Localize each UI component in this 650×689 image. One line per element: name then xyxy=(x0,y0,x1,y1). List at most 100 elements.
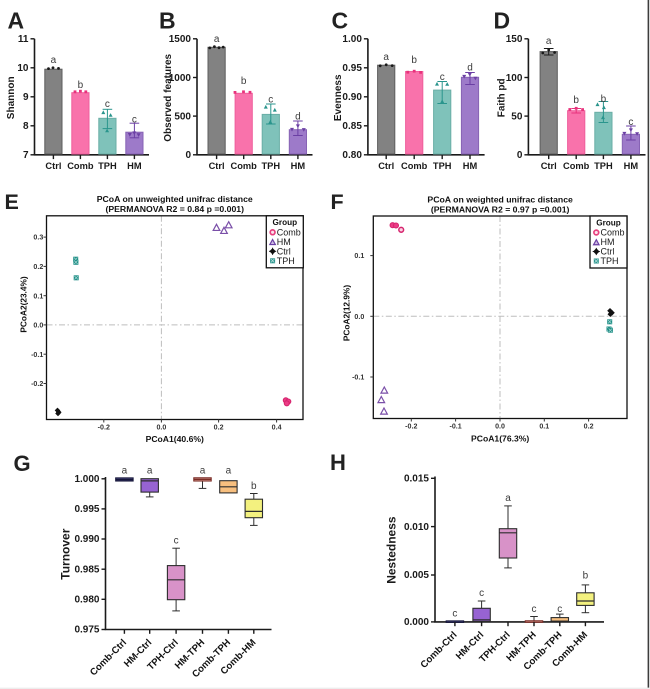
svg-text:a: a xyxy=(200,466,206,477)
svg-text:0: 0 xyxy=(517,150,523,161)
svg-text:F: F xyxy=(331,190,344,214)
svg-text:d: d xyxy=(467,63,473,74)
svg-text:TPH: TPH xyxy=(277,256,295,266)
svg-text:-0.2: -0.2 xyxy=(405,423,417,431)
svg-text:0: 0 xyxy=(185,150,191,161)
svg-text:0.2: 0.2 xyxy=(33,263,43,271)
svg-text:9: 9 xyxy=(23,92,29,103)
svg-text:Evenness: Evenness xyxy=(333,74,344,121)
svg-text:b: b xyxy=(583,570,589,581)
svg-text:0.0: 0.0 xyxy=(495,423,505,431)
svg-text:0.990: 0.990 xyxy=(74,534,99,545)
svg-text:HM: HM xyxy=(601,237,615,247)
svg-text:c: c xyxy=(174,535,179,546)
svg-text:PCoA1(40.6%): PCoA1(40.6%) xyxy=(146,434,204,444)
svg-text:0.80: 0.80 xyxy=(342,150,362,161)
svg-text:100: 100 xyxy=(506,73,523,84)
svg-text:TPH: TPH xyxy=(601,256,619,266)
svg-text:(PERMANOVA R2 = 0.97 p =0.001): (PERMANOVA R2 = 0.97 p =0.001) xyxy=(431,204,570,214)
svg-text:0.1: 0.1 xyxy=(354,252,364,260)
svg-text:Turnover: Turnover xyxy=(59,528,73,579)
svg-text:Comb: Comb xyxy=(277,227,301,237)
svg-text:a: a xyxy=(226,466,232,477)
svg-text:0.0: 0.0 xyxy=(156,424,166,432)
svg-text:0.95: 0.95 xyxy=(342,63,362,74)
svg-text:-0.2: -0.2 xyxy=(31,380,43,388)
svg-text:Shannon: Shannon xyxy=(6,76,17,119)
svg-text:D: D xyxy=(494,8,511,34)
svg-text:a: a xyxy=(214,34,220,45)
svg-text:0.0: 0.0 xyxy=(33,322,43,330)
svg-text:TPH: TPH xyxy=(433,161,452,171)
svg-text:c: c xyxy=(557,604,562,615)
svg-text:Ctrl: Ctrl xyxy=(277,246,291,256)
svg-text:500: 500 xyxy=(174,112,191,123)
svg-text:-0.2: -0.2 xyxy=(98,424,110,432)
svg-text:0.1: 0.1 xyxy=(33,292,43,300)
svg-text:Nestedness: Nestedness xyxy=(385,516,399,584)
svg-text:B: B xyxy=(159,8,176,34)
svg-text:0.1: 0.1 xyxy=(539,423,549,431)
svg-text:a: a xyxy=(122,466,128,477)
svg-text:c: c xyxy=(132,115,137,126)
svg-text:Comb: Comb xyxy=(401,161,428,171)
svg-text:HM: HM xyxy=(624,161,639,171)
svg-text:Ctrl: Ctrl xyxy=(601,247,615,257)
svg-text:C: C xyxy=(332,8,349,34)
svg-text:b: b xyxy=(241,76,247,87)
svg-text:50: 50 xyxy=(511,112,523,123)
svg-text:E: E xyxy=(5,190,19,214)
svg-text:150: 150 xyxy=(506,34,523,45)
svg-text:c: c xyxy=(452,608,457,619)
svg-text:1.000: 1.000 xyxy=(74,474,99,485)
svg-text:0.015: 0.015 xyxy=(404,474,429,485)
svg-text:a: a xyxy=(147,466,153,477)
svg-text:HM: HM xyxy=(277,237,291,247)
svg-text:Ctrl: Ctrl xyxy=(378,161,394,171)
svg-text:c: c xyxy=(440,72,445,83)
svg-text:-0.1: -0.1 xyxy=(31,351,43,359)
svg-text:0.3: 0.3 xyxy=(33,234,43,242)
svg-text:0.975: 0.975 xyxy=(74,625,99,636)
svg-text:Group: Group xyxy=(273,218,298,227)
svg-text:0.90: 0.90 xyxy=(342,92,362,103)
svg-text:G: G xyxy=(14,451,31,476)
svg-text:7: 7 xyxy=(23,150,29,161)
svg-text:HM: HM xyxy=(291,161,306,171)
svg-text:8: 8 xyxy=(23,121,29,132)
svg-text:0.2: 0.2 xyxy=(214,424,224,432)
svg-text:Group: Group xyxy=(596,218,621,227)
svg-text:b: b xyxy=(573,95,579,106)
svg-text:TPH: TPH xyxy=(98,161,117,171)
svg-text:1.00: 1.00 xyxy=(342,34,362,45)
svg-text:A: A xyxy=(8,8,25,34)
svg-text:PCoA2(12.9%): PCoA2(12.9%) xyxy=(342,285,352,341)
svg-text:a: a xyxy=(546,36,552,47)
svg-text:TPH: TPH xyxy=(594,161,613,171)
svg-text:a: a xyxy=(51,55,57,66)
svg-text:-0.1: -0.1 xyxy=(352,374,364,382)
svg-text:PCoA1(76.3%): PCoA1(76.3%) xyxy=(471,433,529,443)
svg-text:(PERMANOVA R2 = 0.84 p =0.001): (PERMANOVA R2 = 0.84 p =0.001) xyxy=(105,204,244,214)
svg-text:Comb: Comb xyxy=(231,161,258,171)
svg-text:0.995: 0.995 xyxy=(74,504,99,515)
svg-text:0.85: 0.85 xyxy=(342,121,362,132)
svg-text:PCoA on weighted unifrac dista: PCoA on weighted unifrac distance xyxy=(427,194,573,204)
svg-text:c: c xyxy=(105,99,110,110)
svg-text:Ctrl: Ctrl xyxy=(209,161,225,171)
svg-text:a: a xyxy=(383,52,389,63)
svg-text:Comb: Comb xyxy=(601,228,625,238)
svg-text:c: c xyxy=(479,588,484,599)
svg-text:Observed features: Observed features xyxy=(163,53,174,141)
svg-text:Comb: Comb xyxy=(563,161,590,171)
svg-text:a: a xyxy=(505,493,511,504)
svg-text:PCoA2(23.4%): PCoA2(23.4%) xyxy=(19,276,29,332)
svg-text:c: c xyxy=(268,95,273,106)
svg-text:H: H xyxy=(330,450,346,475)
svg-text:b: b xyxy=(411,55,417,66)
svg-text:0.4: 0.4 xyxy=(272,424,282,432)
svg-text:11: 11 xyxy=(18,34,29,45)
svg-text:0.005: 0.005 xyxy=(404,570,429,581)
svg-text:Faith pd: Faith pd xyxy=(496,78,507,117)
svg-text:0.2: 0.2 xyxy=(584,423,594,431)
